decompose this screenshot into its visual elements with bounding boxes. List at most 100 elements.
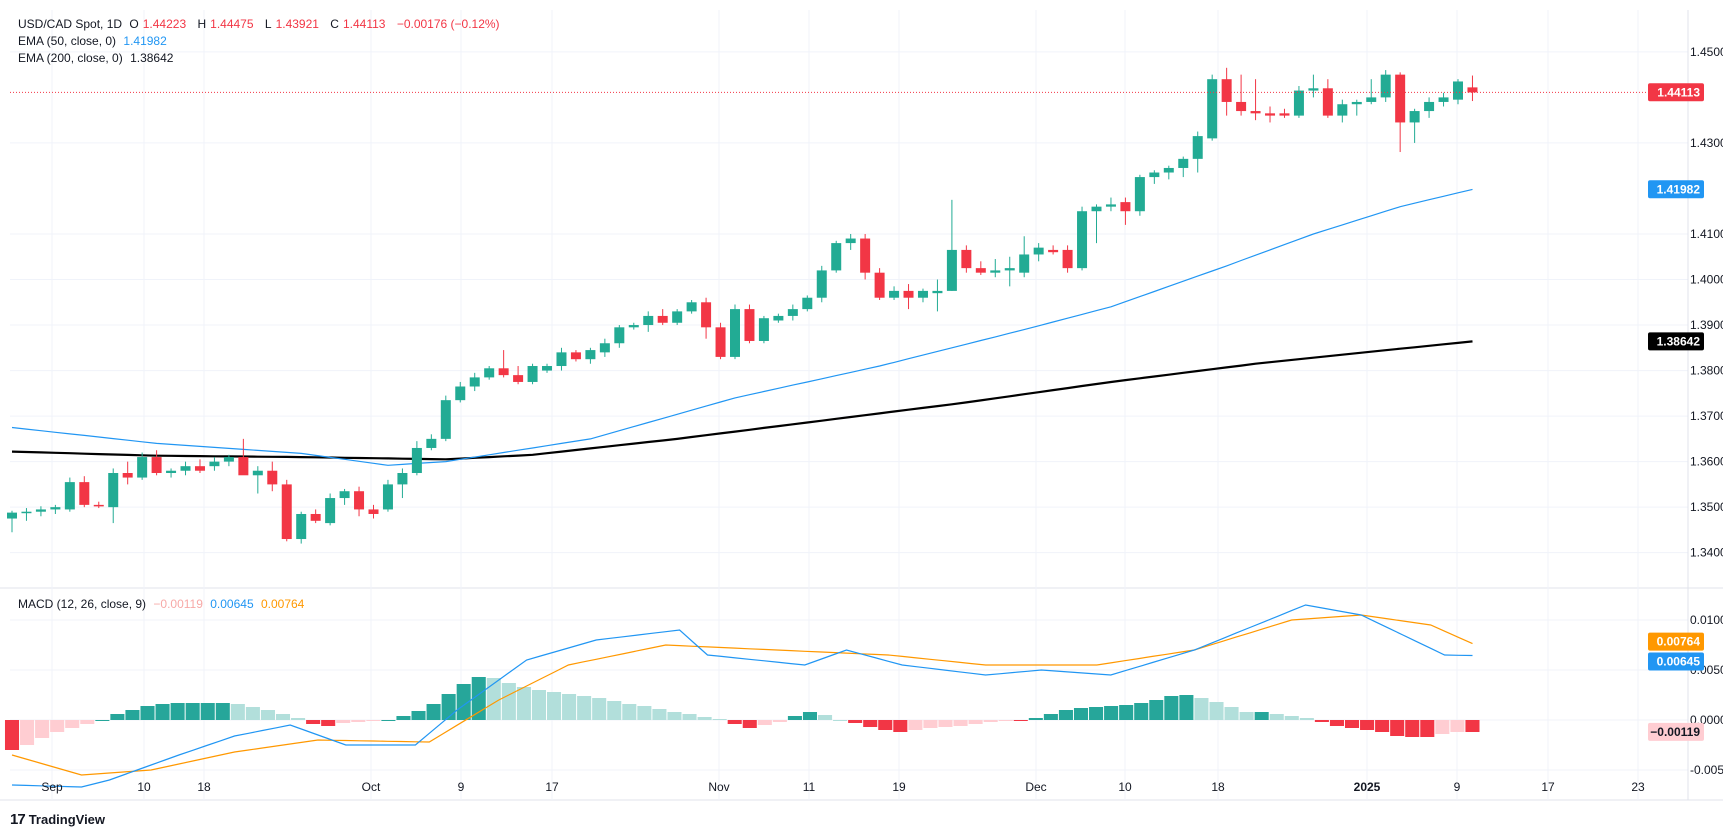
candle bbox=[180, 461, 191, 476]
candle-body bbox=[672, 311, 683, 323]
candle bbox=[93, 501, 104, 509]
badge-label: −0.00119 bbox=[1650, 725, 1700, 739]
histogram-bar bbox=[1043, 714, 1058, 720]
histogram-bar bbox=[1119, 705, 1134, 720]
ema50-value: 1.41982 bbox=[123, 34, 167, 48]
ohlc-close: C 1.44113 bbox=[330, 17, 389, 31]
candle bbox=[1221, 67, 1232, 116]
candle-body bbox=[1105, 204, 1116, 207]
badge-background bbox=[1648, 722, 1704, 741]
candle bbox=[1366, 79, 1377, 105]
candle bbox=[484, 366, 495, 380]
candle bbox=[874, 268, 885, 300]
histogram-bar bbox=[260, 710, 275, 720]
candle-body bbox=[657, 315, 668, 323]
candle-body bbox=[469, 377, 480, 387]
candle bbox=[686, 300, 697, 314]
histogram-bar bbox=[818, 715, 833, 720]
histogram-bar bbox=[65, 720, 80, 728]
ema200-legend[interactable]: EMA (200, close, 0) 1.38642 bbox=[18, 50, 177, 66]
candle-body bbox=[223, 457, 234, 462]
price-tick-label: 1.34000 bbox=[1690, 546, 1723, 560]
histogram-bar bbox=[1405, 720, 1420, 737]
candle-body bbox=[889, 290, 900, 298]
price-tick-label: 1.41000 bbox=[1690, 227, 1723, 241]
candle-body bbox=[1424, 101, 1435, 112]
macd-signal-value: 0.00764 bbox=[260, 597, 305, 611]
ohlc-value: 1.44475 bbox=[210, 17, 254, 31]
histogram-bar bbox=[291, 718, 306, 720]
candle-body bbox=[498, 368, 509, 376]
histogram-bar bbox=[667, 712, 682, 720]
badge-background bbox=[1648, 83, 1704, 102]
histogram-bar bbox=[1284, 716, 1299, 720]
histogram-bar bbox=[802, 712, 818, 720]
ema50-label: EMA (50, close, 0) bbox=[18, 34, 117, 48]
histogram-bar bbox=[1164, 696, 1179, 720]
candle bbox=[946, 199, 957, 291]
candle bbox=[411, 441, 422, 476]
time-tick-label: 17 bbox=[1541, 780, 1555, 794]
histogram-bar bbox=[516, 687, 531, 720]
candle-body bbox=[296, 513, 307, 540]
candle-body bbox=[556, 352, 567, 367]
candle-body bbox=[1207, 79, 1218, 139]
candle bbox=[1250, 79, 1261, 121]
candle bbox=[64, 477, 75, 512]
histogram-bar bbox=[1314, 720, 1329, 722]
candle bbox=[1149, 170, 1160, 184]
candle bbox=[1351, 99, 1362, 116]
time-tick-label: 19 bbox=[892, 780, 906, 794]
candle bbox=[137, 452, 148, 480]
candle bbox=[527, 363, 538, 385]
candle bbox=[455, 381, 466, 403]
time-axis[interactable]: Sep 10 18 Oct 9 17 Nov 11 19 Dec 10 18 2025 9 17 23 bbox=[41, 780, 1645, 794]
candle-body bbox=[1048, 249, 1059, 253]
candle-body bbox=[50, 507, 61, 510]
ema200-value: 1.38642 bbox=[130, 51, 174, 65]
candle bbox=[252, 466, 263, 494]
histogram-bar bbox=[953, 720, 968, 726]
candle bbox=[469, 372, 480, 392]
candle-body bbox=[440, 400, 451, 439]
tradingview-logo[interactable]: 17 TradingView bbox=[10, 811, 105, 828]
candle bbox=[1409, 108, 1420, 143]
candle-body bbox=[845, 238, 856, 244]
histogram-bar bbox=[486, 678, 501, 720]
candle bbox=[354, 486, 365, 517]
candle bbox=[1467, 75, 1478, 102]
candle bbox=[1236, 74, 1247, 116]
histogram-bar bbox=[546, 692, 562, 720]
candle bbox=[513, 366, 524, 385]
badge-background bbox=[1648, 652, 1704, 671]
histogram-bar bbox=[501, 683, 516, 720]
candle-body bbox=[426, 438, 437, 448]
candle-body bbox=[599, 343, 610, 353]
macd-badge: 0.00645 bbox=[1648, 652, 1704, 671]
ohlc-high: H 1.44475 bbox=[197, 17, 257, 31]
ema50-legend[interactable]: EMA (50, close, 0) 1.41982 bbox=[18, 33, 171, 49]
ohlc-key: C bbox=[330, 17, 339, 31]
macd-legend[interactable]: MACD (12, 26, close, 9) −0.00119 0.00645… bbox=[18, 596, 308, 612]
candle bbox=[556, 347, 567, 371]
symbol-label[interactable]: USD/CAD Spot, 1D bbox=[18, 17, 123, 31]
histogram-bar bbox=[1254, 712, 1269, 720]
histogram-bar bbox=[80, 720, 95, 724]
candle bbox=[730, 304, 740, 360]
time-tick-label: Nov bbox=[708, 780, 729, 794]
candle-body bbox=[397, 473, 408, 485]
histogram-bar bbox=[592, 698, 607, 720]
histogram-bar bbox=[893, 720, 908, 732]
histogram-bar bbox=[923, 720, 938, 728]
candle-body bbox=[455, 386, 466, 401]
candle-body bbox=[1250, 111, 1261, 114]
histogram-bar bbox=[998, 720, 1013, 721]
candle bbox=[21, 508, 32, 521]
candle-body bbox=[1265, 113, 1276, 116]
histogram-bar bbox=[622, 704, 637, 720]
ema50-path bbox=[11, 188, 1473, 466]
candle-body bbox=[484, 368, 495, 378]
histogram-bar bbox=[1435, 720, 1450, 734]
price-tick-label: 1.43000 bbox=[1690, 136, 1723, 150]
